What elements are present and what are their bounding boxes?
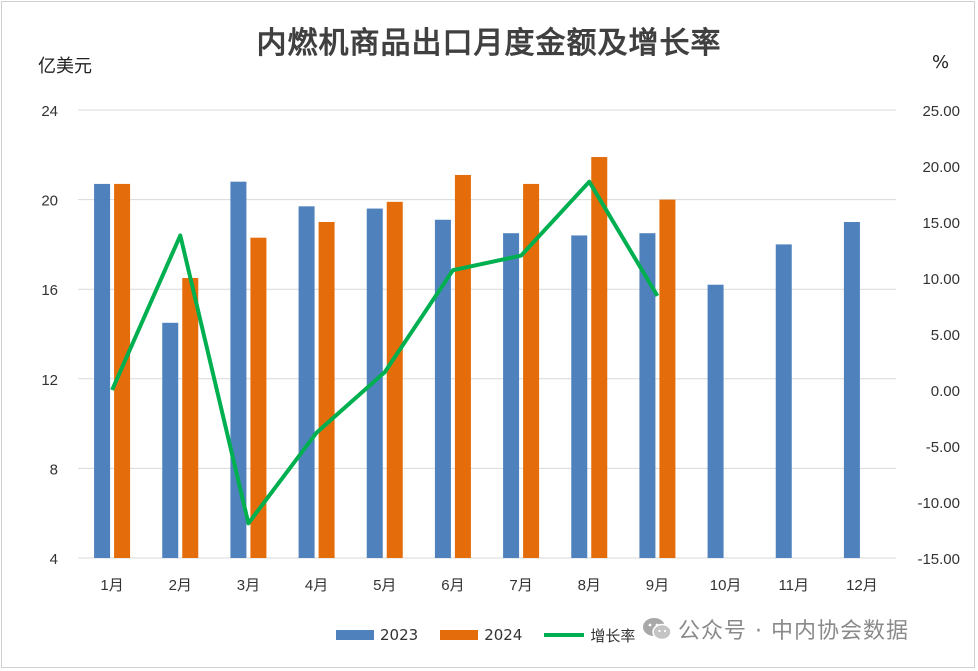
left-tick-label: 4	[50, 551, 58, 568]
bar-2023	[503, 233, 520, 558]
bar-2023	[298, 206, 315, 558]
left-tick-label: 20	[41, 193, 58, 210]
bar-2023	[639, 233, 656, 558]
right-tick-label: 5.00	[931, 327, 960, 344]
bar-2023	[843, 222, 860, 558]
legend-label-2024: 2024	[484, 626, 523, 644]
x-tick-label: 3月	[237, 577, 260, 594]
bar-2024	[318, 222, 335, 558]
left-tick-label: 12	[41, 372, 58, 389]
right-tick-label: -5.00	[926, 439, 960, 456]
x-tick-label: 5月	[373, 577, 396, 594]
legend: 2023 2024 增长率	[336, 625, 657, 645]
legend-item-2023: 2023	[336, 626, 418, 644]
x-tick-label: 10月	[710, 577, 742, 594]
right-tick-label: 25.00	[922, 103, 960, 120]
bar-2024	[591, 157, 608, 559]
x-tick-label: 7月	[509, 577, 532, 594]
legend-label-2023: 2023	[380, 626, 419, 644]
legend-swatch-growth	[544, 633, 585, 637]
x-tick-label: 8月	[578, 577, 601, 594]
bar-2024	[386, 201, 403, 558]
legend-swatch-2024	[440, 630, 479, 640]
bar-2024	[250, 237, 267, 558]
right-axis-unit: %	[932, 52, 950, 73]
right-tick-label: -10.00	[917, 495, 960, 512]
bar-2024	[454, 174, 471, 558]
bar-2024	[659, 199, 676, 558]
bar-2023	[162, 322, 179, 558]
x-tick-label: 9月	[646, 577, 669, 594]
left-tick-label: 8	[50, 461, 58, 478]
bar-2023	[571, 235, 588, 558]
watermark-text: 公众号 · 中内协会数据	[678, 619, 909, 644]
bar-2024	[182, 278, 199, 558]
legend-label-growth: 增长率	[590, 626, 636, 645]
left-tick-label: 24	[41, 103, 58, 120]
bar-2024	[523, 183, 540, 559]
left-tick-label: 16	[41, 282, 58, 299]
chart-title: 内燃机商品出口月度金额及增长率	[256, 26, 722, 61]
left-axis-unit: 亿美元	[38, 56, 92, 77]
legend-item-growth: 增长率	[544, 625, 635, 646]
bar-2023	[775, 244, 792, 558]
right-tick-label: 0.00	[931, 383, 960, 400]
line-growth-rate	[110, 179, 660, 526]
right-tick-label: 10.00	[922, 271, 960, 288]
wechat-icon	[643, 618, 672, 641]
x-tick-label: 12月	[846, 577, 878, 594]
watermark: 公众号 · 中内协会数据	[642, 612, 909, 646]
right-tick-label: 15.00	[922, 215, 960, 232]
bar-2023	[434, 219, 451, 558]
legend-item-2024: 2024	[440, 626, 522, 644]
x-tick-label: 6月	[441, 577, 464, 594]
bar-2023	[707, 284, 724, 558]
x-tick-label: 4月	[305, 577, 328, 594]
x-tick-label: 2月	[169, 577, 192, 594]
legend-swatch-2023	[336, 630, 374, 640]
bar-2023	[94, 183, 111, 559]
x-tick-label: 11月	[778, 577, 809, 594]
right-tick-label: 20.00	[922, 159, 960, 176]
x-tick-label: 1月	[100, 577, 123, 594]
right-tick-label: -15.00	[917, 551, 960, 568]
